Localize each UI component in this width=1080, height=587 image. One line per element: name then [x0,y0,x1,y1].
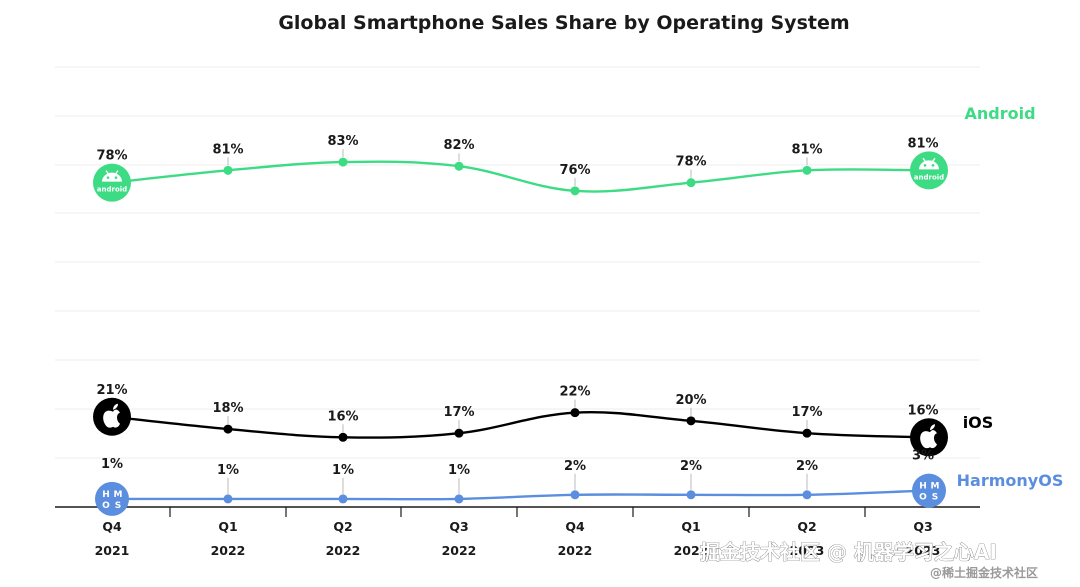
x-tick-quarter: Q3 [913,519,932,534]
svg-text:M: M [114,490,123,500]
x-tick-year: 2023 [790,543,825,558]
data-point [454,428,464,438]
x-axis: Q4 2021 Q1 2022 Q2 2022 Q3 2022 Q4 2022 Q1 2023 Q2 20… [55,506,980,558]
x-tick-quarter: Q1 [218,519,237,534]
data-point [570,408,580,418]
data-label: 1% [448,463,470,478]
apple-icon [93,397,131,436]
data-label: 18% [212,401,243,416]
data-label: 76% [559,163,590,178]
data-point [338,432,348,442]
x-tick-year: 2022 [442,543,477,558]
android-icon: android [93,163,131,202]
data-point [686,490,696,500]
data-point [338,494,348,504]
x-tick-year: 2023 [906,543,941,558]
data-point [570,186,580,196]
data-point [223,494,233,504]
data-point [454,494,464,504]
svg-text:M: M [931,482,940,492]
svg-text:O: O [102,501,110,511]
svg-text:H: H [102,490,110,500]
data-label: 17% [443,405,474,420]
data-point [686,416,696,426]
watermark-main: 掘金技术社区 @ 机器学习之心AI [700,540,997,564]
series-ios: 21% 18% 16% 17% 22% 20% 17% 16% iOS [93,383,993,457]
harmonyos-icon: H MO S [912,473,946,508]
harmonyos-icon: H MO S [95,481,129,516]
series-label: Android [964,104,1035,123]
series-label: HarmonyOS [957,471,1064,490]
svg-text:S: S [932,493,938,503]
data-point [802,165,812,175]
x-tick-year: 2021 [95,543,130,558]
data-label: 78% [96,149,127,164]
x-tick-year: 2022 [211,543,246,558]
watermark: 掘金技术社区 @ 机器学习之心AI @稀土掘金技术社区 [700,540,1038,580]
data-point [338,157,348,167]
svg-text:android: android [97,186,127,194]
data-label: 16% [327,409,358,424]
svg-text:S: S [115,501,121,511]
data-label: 16% [907,403,938,418]
x-tick-year: 2023 [674,543,709,558]
series-line [111,160,924,193]
data-point [802,428,812,438]
data-label: 81% [212,142,243,157]
series-line [111,489,924,501]
data-label: 82% [443,138,474,153]
series-layer: 78% 81% 83% 82% 76% 78% 81% 81% android android An… [93,104,1063,516]
data-label: 2% [680,459,702,474]
data-label: 78% [675,155,706,170]
data-point [686,178,696,188]
series-android: 78% 81% 83% 82% 76% 78% 81% 81% android android An… [93,104,1036,202]
data-label: 17% [791,405,822,420]
data-point [802,490,812,500]
data-label: 81% [791,142,822,157]
chart-title: Global Smartphone Sales Share by Operati… [278,12,849,34]
x-tick-quarter: Q3 [449,519,468,534]
data-label: 1% [217,463,239,478]
series-line [111,411,924,439]
data-label: 3% [912,449,934,464]
data-label: 21% [96,383,127,398]
data-label: 2% [796,459,818,474]
x-tick-quarter: Q2 [797,519,816,534]
x-tick-year: 2022 [326,543,361,558]
data-label: 2% [564,459,586,474]
android-icon: android [910,151,948,190]
data-label: 83% [327,134,358,149]
svg-text:android: android [914,173,944,181]
data-point [570,490,580,500]
x-tick-quarter: Q4 [102,519,122,534]
data-label: 81% [907,136,938,151]
x-tick-quarter: Q2 [333,519,352,534]
data-label: 1% [101,457,123,472]
data-point [223,165,233,175]
x-tick-quarter: Q1 [681,519,700,534]
series-label: iOS [963,413,994,432]
x-tick-quarter: Q4 [565,519,585,534]
watermark-sub: @稀土掘金技术社区 [930,565,1038,580]
data-point [454,161,464,171]
apple-icon [910,418,948,457]
data-label: 20% [675,393,706,408]
x-tick-year: 2022 [558,543,593,558]
svg-text:O: O [919,493,927,503]
data-label: 1% [332,463,354,478]
grid [55,66,980,459]
data-label: 22% [559,385,590,400]
svg-text:H: H [919,482,927,492]
data-point [223,424,233,434]
